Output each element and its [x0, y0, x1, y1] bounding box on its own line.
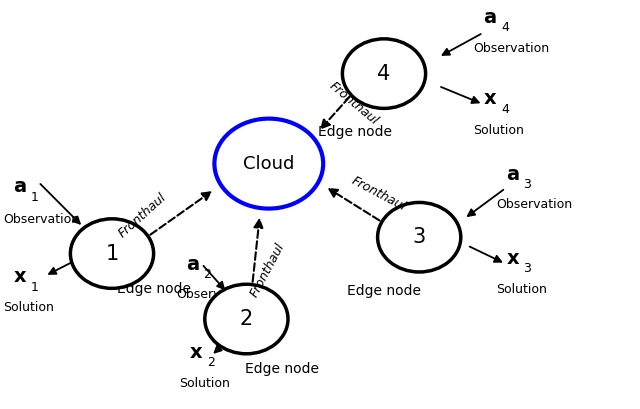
Text: 1: 1 [31, 281, 38, 294]
Text: Edge node: Edge node [116, 282, 191, 296]
Text: $\mathbf{a}$: $\mathbf{a}$ [186, 255, 199, 274]
Text: Observation: Observation [3, 213, 79, 226]
Text: Solution: Solution [496, 283, 547, 296]
Text: Fronthaul: Fronthaul [248, 240, 287, 299]
Text: 4: 4 [501, 103, 509, 116]
Text: Solution: Solution [474, 124, 524, 137]
Ellipse shape [342, 39, 426, 108]
Text: 1: 1 [31, 191, 38, 204]
Ellipse shape [214, 119, 323, 209]
Text: $\mathbf{a}$: $\mathbf{a}$ [13, 178, 26, 196]
Text: Observation: Observation [474, 42, 550, 55]
Text: Fronthaul: Fronthaul [349, 174, 408, 213]
Text: 3: 3 [524, 178, 531, 191]
Ellipse shape [205, 284, 288, 354]
Text: 1: 1 [106, 244, 118, 263]
Text: 4: 4 [501, 21, 509, 34]
Ellipse shape [378, 202, 461, 272]
Text: $\mathbf{x}$: $\mathbf{x}$ [506, 249, 520, 268]
Text: $\mathbf{a}$: $\mathbf{a}$ [483, 8, 497, 27]
Text: 2: 2 [240, 309, 253, 329]
Text: Solution: Solution [179, 377, 230, 390]
Text: Fronthaul: Fronthaul [116, 190, 170, 240]
Text: 3: 3 [524, 262, 531, 275]
Text: Observation: Observation [496, 198, 572, 211]
Text: $\mathbf{x}$: $\mathbf{x}$ [483, 90, 497, 108]
Text: 2: 2 [207, 356, 214, 369]
Text: Edge node: Edge node [347, 284, 421, 298]
Text: 3: 3 [413, 227, 426, 247]
Text: 4: 4 [378, 64, 390, 83]
Ellipse shape [70, 219, 154, 288]
Text: Fronthaul: Fronthaul [327, 79, 381, 127]
Text: Cloud: Cloud [243, 155, 294, 173]
Text: $\mathbf{a}$: $\mathbf{a}$ [506, 165, 519, 184]
Text: $\mathbf{x}$: $\mathbf{x}$ [13, 267, 27, 286]
Text: Edge node: Edge node [244, 362, 319, 376]
Text: Edge node: Edge node [318, 125, 392, 139]
Text: 2: 2 [204, 268, 211, 281]
Text: Solution: Solution [3, 301, 54, 314]
Text: $\mathbf{x}$: $\mathbf{x}$ [189, 343, 203, 362]
Text: Observation: Observation [176, 288, 252, 301]
